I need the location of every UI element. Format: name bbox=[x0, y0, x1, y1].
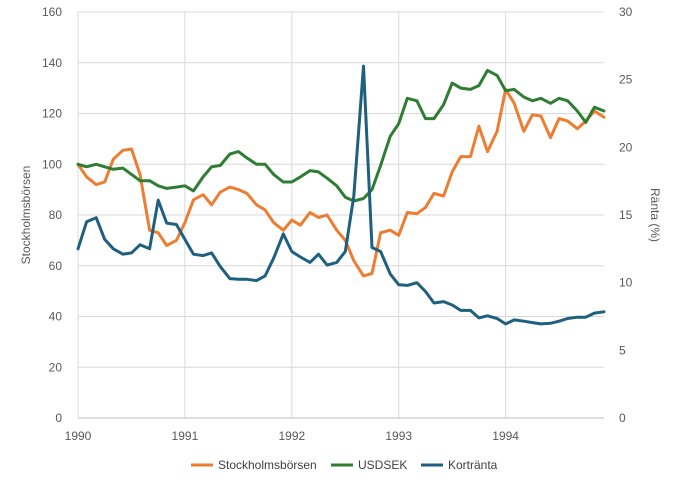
y-left-tick-label: 100 bbox=[42, 157, 62, 171]
y-right-tick-label: 0 bbox=[619, 411, 626, 425]
y-right-tick-label: 20 bbox=[619, 140, 633, 154]
x-tick-label: 1992 bbox=[278, 429, 305, 443]
x-tick-label: 1994 bbox=[492, 429, 519, 443]
y-right-tick-label: 25 bbox=[619, 73, 633, 87]
series-line-kortr-nta bbox=[76, 64, 606, 326]
legend-label: Stockholmsbörsen bbox=[218, 458, 317, 472]
y-right-axis-title: Ränta (%) bbox=[648, 188, 662, 242]
series-line-stockholmsb-rsen bbox=[76, 87, 606, 278]
x-tick-label: 1991 bbox=[172, 429, 199, 443]
y-right-tick-label: 15 bbox=[619, 208, 633, 222]
x-tick-label: 1993 bbox=[385, 429, 412, 443]
y-left-tick-label: 60 bbox=[49, 259, 63, 273]
series-lines bbox=[76, 64, 606, 326]
axes: 0 20 40 60 80 100 120 140 160 0 5 10 15 20 25 30 1990 199… bbox=[19, 5, 662, 443]
y-right-tick-label: 5 bbox=[619, 343, 626, 357]
x-tick-label: 1990 bbox=[65, 429, 92, 443]
y-left-tick-label: 140 bbox=[42, 56, 62, 70]
series-line-usdsek bbox=[76, 68, 606, 203]
y-right-tick-label: 30 bbox=[619, 5, 633, 19]
y-left-tick-label: 160 bbox=[42, 5, 62, 19]
y-right-tick-label: 10 bbox=[619, 276, 633, 290]
legend: Stockholmsbörsen USDSEK Kortränta bbox=[191, 458, 498, 472]
y-left-tick-label: 80 bbox=[49, 208, 63, 222]
y-left-tick-label: 40 bbox=[49, 310, 63, 324]
legend-label: Kortränta bbox=[448, 458, 498, 472]
grid bbox=[77, 11, 604, 418]
y-left-tick-label: 20 bbox=[49, 360, 63, 374]
y-left-axis-title: Stockholmsbörsen bbox=[19, 166, 33, 265]
y-left-tick-label: 0 bbox=[55, 411, 62, 425]
y-left-tick-label: 120 bbox=[42, 107, 62, 121]
legend-label: USDSEK bbox=[358, 458, 407, 472]
